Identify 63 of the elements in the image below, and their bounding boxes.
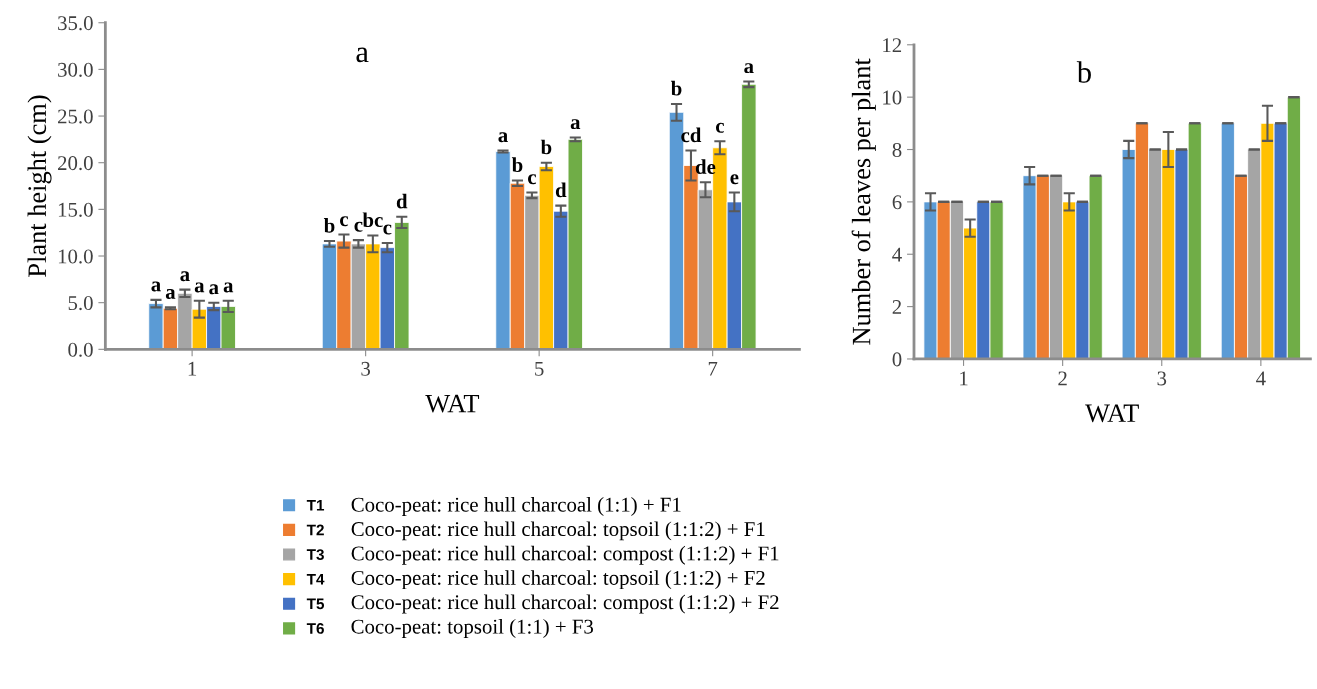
data-label: a [194, 282, 205, 293]
x-axis-title: WAT [425, 394, 480, 413]
y-tick-label: 10.0 [58, 249, 93, 264]
text: Coco-peat: topsoil (1:1) + F3 [351, 618, 594, 638]
y-tick-label: 30.0 [58, 62, 93, 77]
data-label: c [354, 221, 363, 232]
text: Coco-peat: rice hull charcoal: compost (1:1:2) + F1 [351, 545, 779, 565]
y-tick-label: 25.0 [58, 109, 93, 124]
data-label: c [715, 122, 724, 133]
data-label: bc [362, 212, 383, 228]
legend-label: T5 [306, 598, 325, 610]
data-label: b [540, 139, 552, 155]
x-tick-label: 3 [361, 361, 371, 376]
legend-label: T1 [306, 500, 325, 511]
data-label: a [165, 288, 176, 299]
text: Coco-peat: rice hull charcoal: topsoil (1:1:2) + F2 [351, 570, 765, 590]
data-label: b [323, 218, 335, 233]
y-tick-label: 0.0 [68, 342, 93, 357]
legend-label: T2 [306, 524, 324, 536]
x-tick-label: 3 [1157, 371, 1167, 386]
text: Coco-peat: rice hull charcoal: compost (1:1:2) + F2 [351, 594, 779, 614]
chart-title: b [1076, 61, 1091, 83]
data-label: a [209, 284, 219, 295]
y-tick-label: 20.0 [58, 156, 93, 171]
legend-label: T6 [306, 623, 324, 634]
y-tick-label: 15.0 [58, 202, 93, 217]
y-axis-title: Number of leaves per plant [851, 58, 876, 345]
text: a [356, 47, 369, 63]
data-label: a [744, 63, 754, 74]
x-tick-label: 4 [1256, 371, 1266, 386]
data-label: a [570, 119, 581, 130]
x-tick-label: 1 [960, 371, 968, 386]
legend-label: T3 [306, 549, 324, 560]
legend-label: T4 [306, 573, 325, 585]
y-tick-label: 5.0 [68, 296, 93, 311]
x-tick-label: 2 [1058, 371, 1067, 386]
data-label: e [730, 174, 739, 185]
y-tick-label: 2 [892, 300, 902, 314]
y-axis-title: Plant height (cm) [27, 95, 52, 277]
y-tick-label: 8 [892, 142, 902, 157]
data-label: c [528, 174, 537, 185]
data-label: a [180, 271, 190, 282]
data-label: a [498, 132, 508, 143]
data-label: b [511, 157, 523, 173]
text: Coco-peat: rice hull charcoal (1:1) + F1 [351, 497, 681, 516]
data-label: c [340, 216, 349, 227]
data-label: a [223, 282, 234, 293]
y-tick-label: 0 [892, 352, 902, 367]
data-label: c [383, 224, 392, 235]
data-label: d [396, 193, 408, 209]
y-tick-label: 12 [883, 38, 902, 53]
y-tick-label: 35.0 [58, 16, 93, 31]
x-tick-label: 1 [188, 361, 197, 376]
data-label: d [555, 182, 567, 198]
y-tick-label: 10 [883, 90, 902, 105]
y-tick-label: 4 [892, 247, 902, 262]
x-tick-label: 5 [535, 361, 544, 376]
x-tick-label: 7 [708, 361, 718, 376]
text: Coco-peat: rice hull charcoal: topsoil (1:1:2) + F1 [351, 521, 765, 541]
x-axis-title: WAT [1085, 404, 1139, 423]
data-label: b [670, 80, 682, 96]
y-tick-label: 6 [892, 195, 902, 210]
data-label: a [151, 281, 161, 292]
